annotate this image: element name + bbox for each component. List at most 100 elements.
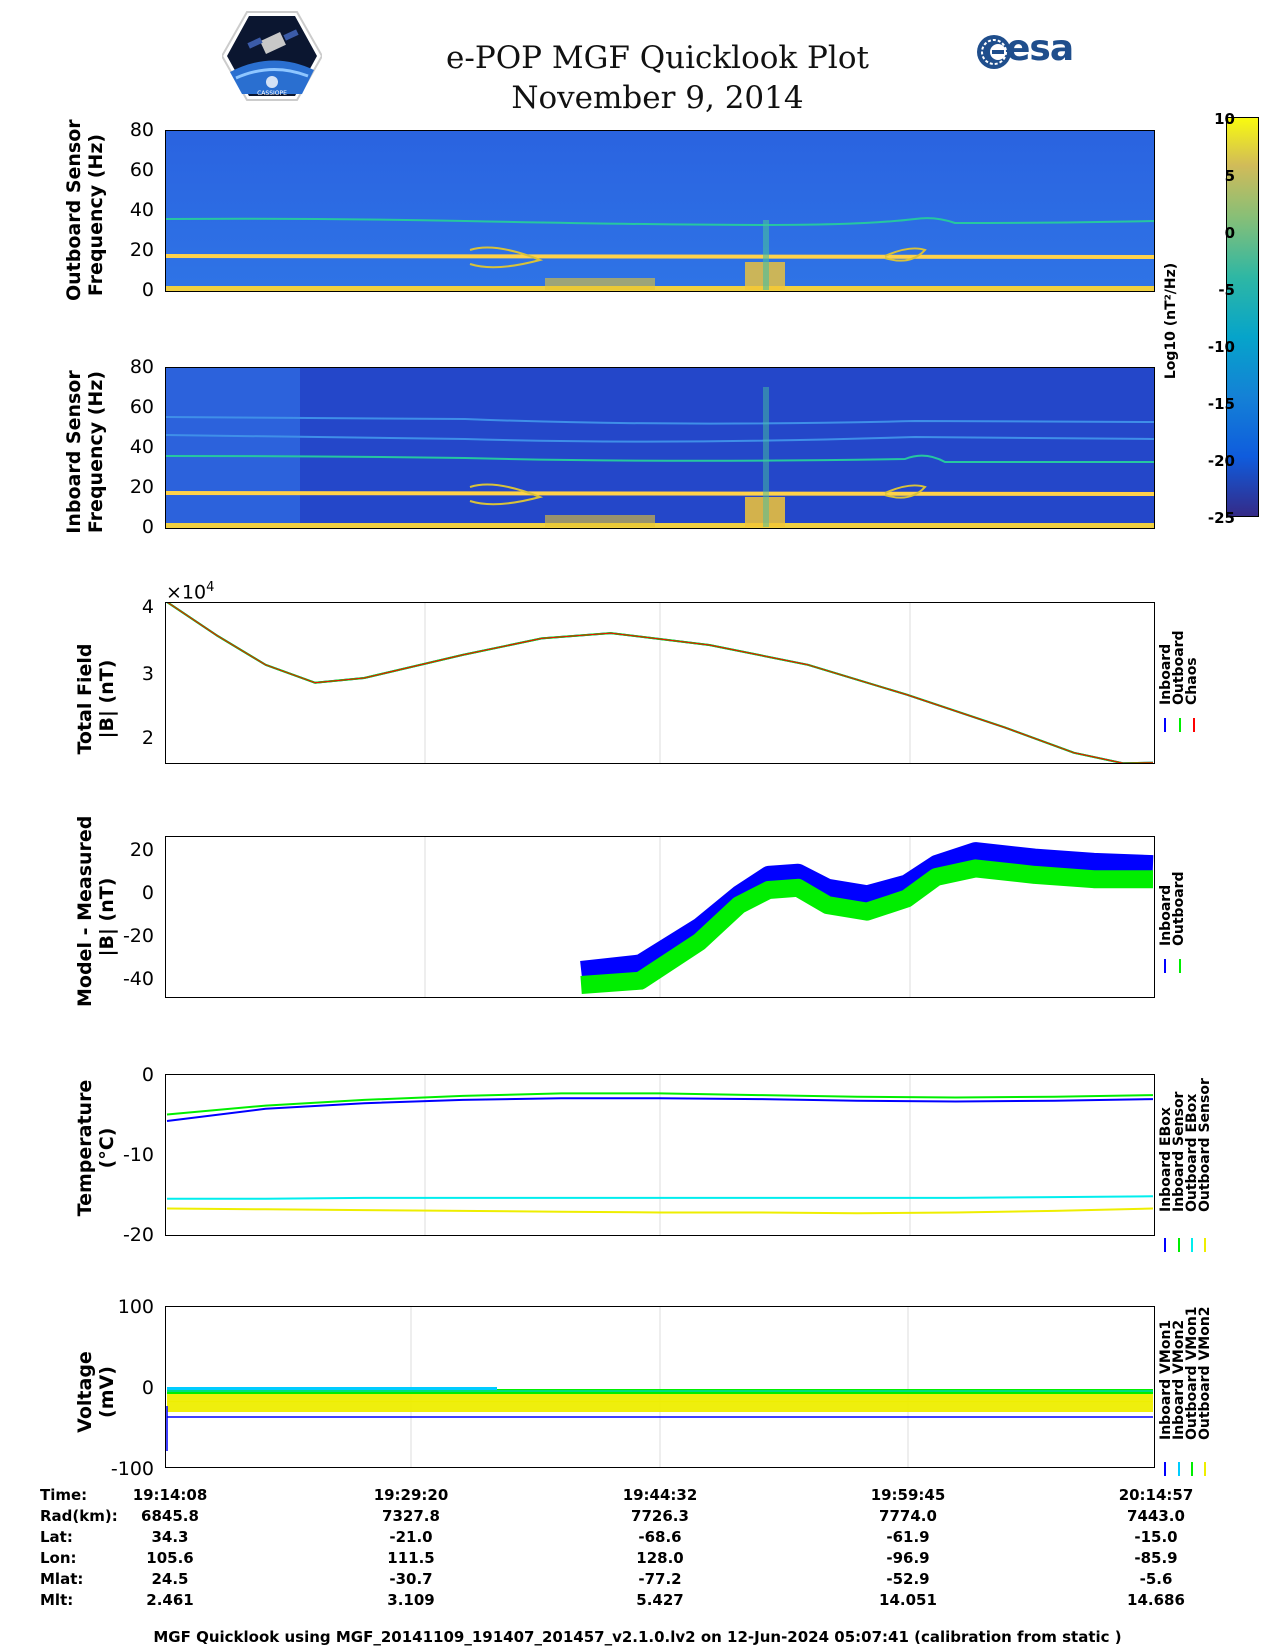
ephemeris-c2-rad: 7327.8 bbox=[382, 1507, 440, 1525]
ephemeris-c1-mlat: 24.5 bbox=[151, 1570, 189, 1588]
ephemeris-c3-rad: 7726.3 bbox=[631, 1507, 689, 1525]
total-field-ylabel: Total Field |B| (nT) bbox=[74, 619, 118, 779]
temperature-series bbox=[166, 1092, 1154, 1215]
ephemeris-c5-lon: -85.9 bbox=[1134, 1549, 1178, 1567]
model-measured-ylabel-line1: Model - Measured bbox=[74, 815, 96, 1007]
colorbar-label: Log10 (nT²/Hz) bbox=[1163, 262, 1179, 380]
ephemeris-column-3: 19:44:32 7726.3 -68.6 128.0 -77.2 5.427 bbox=[610, 1485, 710, 1611]
ephemeris-c1-time: 19:14:08 bbox=[132, 1486, 208, 1504]
model-measured-legend: Inboard Outboard bbox=[1158, 868, 1187, 946]
ephemeris-column-5: 20:14:57 7443.0 -15.0 -85.9 -5.6 14.686 bbox=[1106, 1485, 1206, 1611]
inboard-spectrogram bbox=[165, 367, 1155, 529]
ephemeris-label-mlat: Mlat: bbox=[40, 1570, 84, 1588]
ephemeris-c3-time: 19:44:32 bbox=[622, 1486, 698, 1504]
ephemeris-labels: Time: Rad(km): Lat: Lon: Mlat: Mlt: bbox=[40, 1485, 118, 1611]
ephemeris-label-mlt: Mlt: bbox=[40, 1591, 74, 1609]
ephemeris-c4-mlt: 14.051 bbox=[879, 1591, 937, 1609]
total-field-legend: Inboard Outboard Chaos bbox=[1158, 615, 1200, 705]
ephemeris-c1-rad: 6845.8 bbox=[141, 1507, 199, 1525]
ephemeris-label-lon: Lon: bbox=[40, 1549, 77, 1567]
ephemeris-c4-rad: 7774.0 bbox=[879, 1507, 937, 1525]
outboard-spectrogram bbox=[165, 130, 1155, 292]
voltage-cyan-band bbox=[167, 1387, 497, 1390]
model-measured-series bbox=[580, 842, 1154, 994]
model-measured-frame bbox=[165, 836, 1155, 998]
ephemeris-c2-mlt: 3.109 bbox=[387, 1591, 435, 1609]
outboard-ytick-20: 20 bbox=[129, 239, 154, 261]
total-field-series-chaos bbox=[166, 602, 1154, 764]
temperature-ylabel-line1: Temperature bbox=[74, 1079, 96, 1217]
inboard-line-55hz bbox=[165, 416, 1155, 425]
outboard-ylabel-line1: Outboard Sensor bbox=[63, 119, 85, 301]
temperature-legend-outboard-sensor: Outboard Sensor bbox=[1197, 1078, 1213, 1212]
voltage-ytick-100: 100 bbox=[117, 1296, 154, 1318]
inboard-spectrogram-bg bbox=[165, 367, 1155, 529]
ephemeris-c4-mlat: -52.9 bbox=[886, 1570, 930, 1588]
temperature-plot bbox=[165, 1074, 1155, 1236]
voltage-legend-outboard-vmon2: Outboard VMon2 bbox=[1197, 1306, 1213, 1440]
ephemeris-label-time: Time: bbox=[40, 1486, 88, 1504]
total-field-plot bbox=[165, 602, 1155, 764]
ephemeris-column-2: 19:29:20 7327.8 -21.0 111.5 -30.7 3.109 bbox=[361, 1485, 461, 1611]
temperature-series-outboard-sensor bbox=[166, 1207, 1154, 1215]
temperature-legend: Inboard EBox Inboard Sensor Outboard EBo… bbox=[1158, 1072, 1213, 1212]
voltage-legend-swatches bbox=[1164, 1462, 1206, 1476]
colorbar-tick-minus5: -5 bbox=[1218, 281, 1235, 299]
model-measured-ytick-minus40: -40 bbox=[122, 968, 154, 990]
colorbar-fill bbox=[1226, 117, 1259, 517]
temperature-legend-swatches bbox=[1164, 1238, 1206, 1252]
esa-logo-text: esa bbox=[1006, 28, 1074, 69]
voltage-series bbox=[167, 1390, 1153, 1418]
colorbar-tick-minus10: -10 bbox=[1207, 338, 1235, 356]
ephemeris-c1-lon: 105.6 bbox=[146, 1549, 194, 1567]
inboard-line-45hz bbox=[165, 434, 1155, 443]
model-measured-plot bbox=[165, 836, 1155, 998]
colorbar-tick-10: 10 bbox=[1214, 110, 1235, 128]
inboard-line-35hz bbox=[165, 454, 1155, 463]
outboard-ytick-0: 0 bbox=[141, 279, 154, 301]
total-field-legend-swatches bbox=[1164, 718, 1195, 732]
inboard-ylabel-line1: Inboard Sensor bbox=[63, 370, 85, 534]
model-measured-series-outboard bbox=[580, 859, 1153, 994]
inboard-burst-spike bbox=[763, 387, 769, 527]
outboard-frame bbox=[165, 130, 1155, 292]
title-line-1: e-POP MGF Quicklook Plot bbox=[446, 40, 869, 76]
inboard-ytick-80: 80 bbox=[129, 356, 154, 378]
cassiope-logo-text: CASSIOPE bbox=[257, 90, 287, 97]
ephemeris-column-4: 19:59:45 7774.0 -61.9 -96.9 -52.9 14.051 bbox=[858, 1485, 958, 1611]
outboard-loop-2 bbox=[884, 247, 927, 262]
outboard-line-17hz bbox=[165, 254, 1155, 259]
ephemeris-c2-lat: -21.0 bbox=[389, 1528, 433, 1546]
total-field-ytick-4: 4 bbox=[141, 596, 154, 618]
ephemeris-label-rad: Rad(km): bbox=[40, 1507, 118, 1525]
total-field-exponent-base: ×10 bbox=[166, 581, 207, 604]
total-field-exponent: ×104 bbox=[166, 580, 214, 603]
inboard-left-block bbox=[165, 367, 300, 529]
outboard-loop-1 bbox=[469, 246, 544, 269]
temperature-ytick-0: 0 bbox=[141, 1064, 154, 1086]
colorbar bbox=[1226, 117, 1259, 517]
inboard-burst-1 bbox=[545, 515, 655, 527]
total-field-legend-chaos: Chaos bbox=[1184, 657, 1200, 705]
ephemeris-c3-mlat: -77.2 bbox=[638, 1570, 682, 1588]
ephemeris-c5-lat: -15.0 bbox=[1134, 1528, 1178, 1546]
colorbar-tick-minus15: -15 bbox=[1207, 395, 1235, 413]
ephemeris-c5-mlat: -5.6 bbox=[1139, 1570, 1173, 1588]
model-measured-legend-outboard: Outboard bbox=[1171, 871, 1187, 946]
esa-logo: esa bbox=[976, 28, 1096, 72]
ephemeris-c1-lat: 34.3 bbox=[151, 1528, 189, 1546]
colorbar-tick-minus20: -20 bbox=[1207, 452, 1235, 470]
colorbar-tick-5: 5 bbox=[1224, 167, 1235, 185]
ephemeris-c2-lon: 111.5 bbox=[387, 1549, 435, 1567]
voltage-frame bbox=[165, 1306, 1155, 1468]
ephemeris-c4-lon: -96.9 bbox=[886, 1549, 930, 1567]
ephemeris-c4-lat: -61.9 bbox=[886, 1528, 930, 1546]
ephemeris-c3-mlt: 5.427 bbox=[636, 1591, 684, 1609]
model-measured-legend-swatches bbox=[1164, 959, 1181, 973]
model-measured-ytick-minus20: -20 bbox=[122, 925, 154, 947]
outboard-low-band bbox=[165, 286, 1155, 291]
ephemeris-c3-lon: 128.0 bbox=[636, 1549, 684, 1567]
footer-caption: MGF Quicklook using MGF_20141109_191407_… bbox=[153, 1628, 1122, 1646]
inboard-line-17hz bbox=[165, 491, 1155, 496]
voltage-plot bbox=[165, 1306, 1155, 1468]
